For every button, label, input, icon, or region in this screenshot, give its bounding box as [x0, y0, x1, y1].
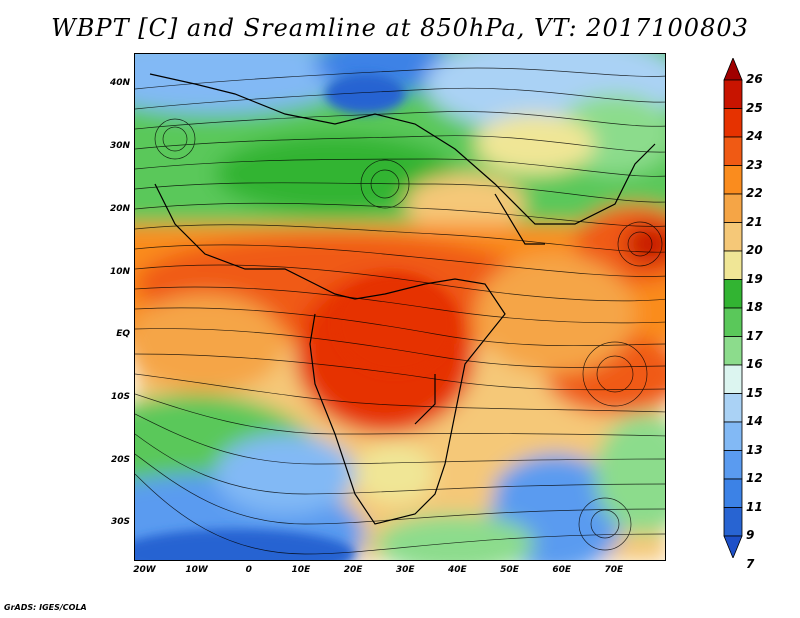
colorbar-swatch: [723, 393, 743, 423]
colorbar-level-label: 22: [746, 186, 763, 200]
coastlines: [149, 73, 656, 525]
lat-tick-label: 10S: [110, 391, 130, 402]
colorbar-level-label: 11: [746, 499, 763, 514]
colorbar-swatch: [723, 336, 743, 366]
colorbar: [723, 58, 743, 558]
credit-text: GrADS: IGES/COLA: [4, 603, 87, 612]
colorbar-max-triangle: [723, 58, 743, 81]
colorbar-level-label: 16: [746, 357, 763, 371]
colorbar-level-label: 15: [746, 385, 763, 400]
colorbar-level-label: 12: [746, 471, 763, 485]
colorbar-level-label: 21: [746, 214, 763, 229]
colorbar-level-label: 9: [746, 528, 755, 542]
colorbar-swatch: [723, 222, 743, 252]
colorbar-level-label: 14: [746, 414, 763, 428]
colorbar-swatch: [723, 279, 743, 309]
colorbar-level-label: 25: [746, 100, 763, 115]
colorbar-swatch: [723, 307, 743, 337]
lat-tick-label: 40N: [109, 78, 130, 89]
colorbar-level-label: 19: [746, 271, 763, 286]
lon-tick-label: 10E: [291, 565, 311, 575]
lon-tick-label: 30E: [395, 565, 415, 575]
colorbar-swatch: [723, 421, 743, 451]
colorbar-swatch: [723, 79, 743, 109]
colorbar-level-label: 7: [746, 556, 755, 571]
colorbar-swatch: [723, 478, 743, 508]
colorbar-level-label: 20: [746, 243, 763, 257]
lat-tick-label: 30N: [109, 141, 130, 152]
wbpt-field: [135, 54, 665, 560]
lat-tick-label: EQ: [116, 329, 130, 340]
colorbar-swatch: [723, 450, 743, 480]
lon-tick-label: 20W: [133, 565, 156, 575]
colorbar-swatch: [723, 165, 743, 195]
lon-tick-label: 10W: [185, 565, 208, 575]
colorbar-min-triangle: [723, 535, 743, 558]
lon-tick-label: 60E: [552, 565, 572, 575]
colorbar-level-label: 23: [746, 157, 763, 172]
colorbar-level-label: 18: [746, 300, 763, 314]
lon-tick-label: 40E: [448, 565, 467, 575]
colorbar-level-label: 26: [746, 72, 763, 86]
colorbar-swatch: [723, 136, 743, 166]
lat-tick-label: 30S: [110, 517, 130, 528]
colorbar-swatch: [723, 193, 743, 223]
colorbar-swatch: [723, 364, 743, 394]
map-plot-area: [134, 53, 666, 561]
lon-tick-label: 20E: [343, 565, 363, 575]
colorbar-swatch: [723, 507, 743, 537]
colorbar-swatch: [723, 108, 743, 138]
colorbar-level-label: 13: [746, 442, 763, 457]
lon-tick-label: 70E: [604, 565, 624, 575]
lat-tick-label: 10N: [109, 266, 130, 277]
lat-tick-label: 20N: [109, 203, 130, 214]
colorbar-level-label: 17: [746, 328, 763, 343]
colorbar-swatch: [723, 250, 743, 280]
lat-tick-label: 20S: [110, 454, 130, 465]
lon-tick-label: 0: [245, 565, 252, 575]
lon-tick-label: 50E: [500, 565, 519, 575]
colorbar-level-label: 24: [746, 129, 763, 143]
chart-title: WBPT [C] and Sreamline at 850hPa, VT: 20…: [51, 14, 749, 42]
